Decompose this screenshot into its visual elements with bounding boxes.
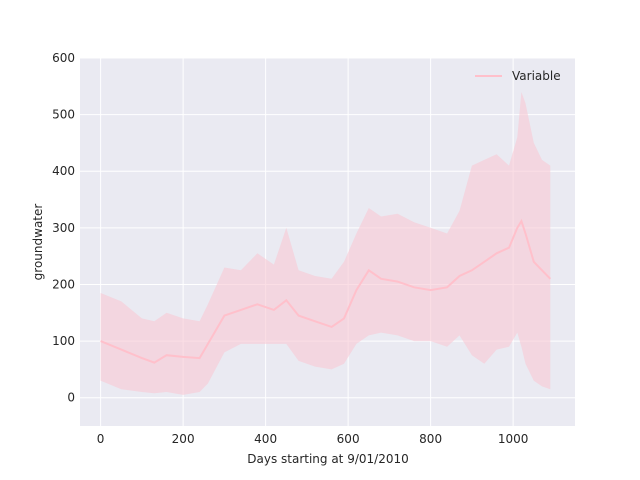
confidence-band (100, 92, 551, 395)
x-tick-label: 600 (337, 432, 360, 446)
x-tick-label: 0 (97, 432, 105, 446)
x-tick-label: 800 (419, 432, 442, 446)
y-tick-label: 600 (52, 51, 75, 65)
y-tick-label: 400 (52, 164, 75, 178)
x-tick-labels: 0 200 400 600 800 1000 (97, 432, 529, 446)
x-tick-label: 200 (172, 432, 195, 446)
x-tick-label: 1000 (498, 432, 529, 446)
y-tick-label: 500 (52, 108, 75, 122)
y-tick-label: 200 (52, 277, 75, 291)
x-tick-label: 400 (254, 432, 277, 446)
y-axis-label: groundwater (31, 204, 45, 281)
series-line-variable (100, 218, 552, 364)
x-axis-label: Days starting at 9/01/2010 (247, 452, 408, 466)
y-tick-labels: 0 100 200 300 400 500 600 (52, 51, 75, 405)
y-tick-label: 100 (52, 334, 75, 348)
y-tick-label: 0 (67, 391, 75, 405)
legend: Variable (475, 69, 561, 83)
y-tick-label: 300 (52, 221, 75, 235)
legend-label-variable: Variable (512, 69, 561, 83)
